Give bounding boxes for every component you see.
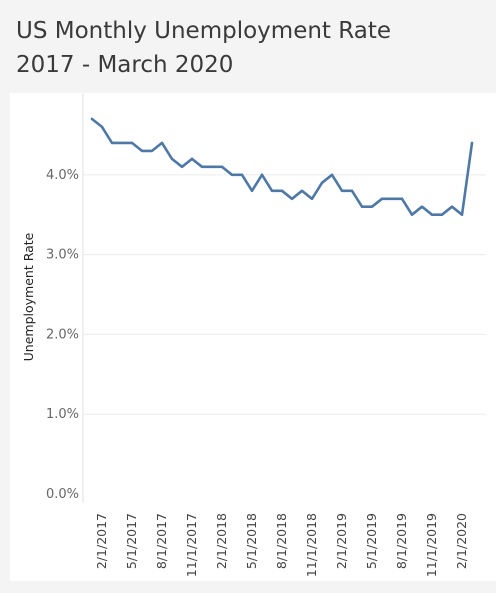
data-point	[320, 181, 324, 184]
data-point	[360, 205, 364, 208]
x-tick-label: 8/1/2017	[154, 513, 169, 569]
data-point	[140, 149, 144, 153]
series-line	[90, 117, 474, 216]
x-tick-label: 2/1/2018	[214, 513, 229, 569]
data-point	[350, 189, 354, 192]
line-chart: Unemployment Rate 0.0% 1.0% 2.0% 3.0% 4.0% 2…	[21, 93, 486, 577]
y-tick-label: 4.0%	[46, 168, 79, 183]
data-point	[200, 165, 204, 169]
data-points	[90, 117, 474, 216]
data-point	[120, 141, 124, 145]
y-tick-label: 2.0%	[46, 327, 79, 342]
data-point	[100, 125, 104, 129]
data-point	[460, 213, 464, 216]
data-point	[240, 173, 244, 177]
data-point	[300, 189, 304, 192]
data-point	[440, 213, 444, 216]
x-tick-label: 2/1/2020	[454, 513, 469, 569]
x-tick-label: 11/1/2019	[424, 513, 439, 577]
data-point	[270, 189, 274, 192]
x-tick-label: 2/1/2017	[94, 513, 109, 569]
data-point	[160, 141, 164, 145]
x-ticks: 2/1/2017 5/1/2017 8/1/2017 11/1/2017 2/1/201…	[94, 513, 469, 577]
data-point	[380, 197, 384, 200]
x-tick-label: 2/1/2019	[334, 513, 349, 569]
data-point	[330, 173, 334, 177]
data-point	[150, 149, 154, 153]
y-axis-label: Unemployment Rate	[21, 232, 36, 361]
data-point	[430, 213, 434, 216]
data-point	[310, 197, 314, 200]
data-point	[420, 205, 424, 208]
y-tick-label: 0.0%	[46, 487, 79, 502]
y-ticks: 0.0% 1.0% 2.0% 3.0% 4.0%	[46, 168, 79, 502]
data-point	[470, 141, 474, 145]
chart-title-line-2: 2017 - March 2020	[16, 52, 234, 78]
data-point	[370, 205, 374, 208]
chart-title-line-1: US Monthly Unemployment Rate	[16, 18, 391, 44]
data-point	[260, 173, 264, 177]
data-point	[110, 141, 114, 145]
data-point	[450, 205, 454, 208]
chart-title: US Monthly Unemployment Rate 2017 - Marc…	[16, 14, 391, 82]
y-tick-label: 3.0%	[46, 248, 79, 263]
data-point	[170, 157, 174, 161]
data-point	[90, 117, 94, 121]
x-tick-label: 11/1/2018	[304, 513, 319, 577]
x-tick-label: 11/1/2017	[184, 513, 199, 577]
data-point	[390, 197, 394, 200]
x-tick-label: 5/1/2018	[244, 513, 259, 569]
chart-panel: Unemployment Rate 0.0% 1.0% 2.0% 3.0% 4.0% 2…	[10, 93, 496, 581]
data-point	[280, 189, 284, 192]
gridlines	[83, 174, 486, 415]
x-tick-label: 8/1/2018	[274, 513, 289, 569]
data-point	[340, 189, 344, 192]
data-point	[210, 165, 214, 169]
data-point	[220, 165, 224, 169]
x-tick-label: 5/1/2019	[364, 513, 379, 569]
x-tick-label: 8/1/2019	[394, 513, 409, 569]
data-point	[400, 197, 404, 200]
data-point	[180, 165, 184, 169]
data-point	[130, 141, 134, 145]
data-point	[290, 197, 294, 200]
data-point	[250, 189, 254, 192]
y-tick-label: 1.0%	[46, 407, 79, 422]
x-tick-label: 5/1/2017	[124, 513, 139, 569]
data-point	[190, 157, 194, 161]
data-point	[410, 213, 414, 216]
data-point	[230, 173, 234, 177]
